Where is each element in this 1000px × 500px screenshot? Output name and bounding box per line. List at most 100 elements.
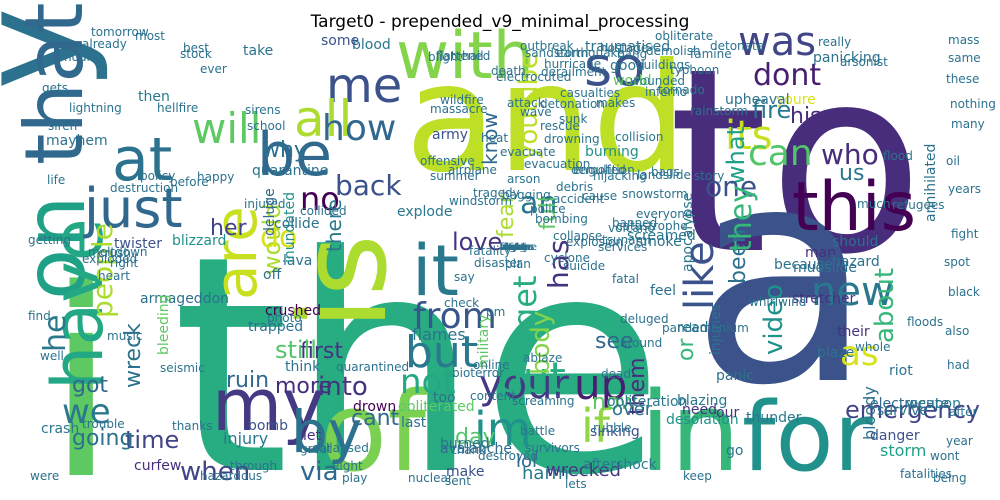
word-already: already: [82, 37, 127, 51]
word-before: before: [170, 175, 209, 189]
word-then: then: [138, 89, 170, 105]
word-armageddon: armageddon: [140, 291, 229, 307]
word-cause: cause: [582, 189, 617, 203]
word-battle: battle: [520, 424, 555, 438]
word-nothing: nothing: [950, 97, 996, 111]
word-keep: keep: [683, 469, 712, 483]
word-man: man: [805, 245, 836, 261]
word-apocalypse: apocalypse: [680, 193, 696, 272]
word-back: back: [335, 169, 402, 202]
word-your: your: [479, 362, 569, 408]
word-sirens: sirens: [245, 103, 281, 117]
word-around: around: [620, 336, 662, 350]
word-storm: storm: [880, 441, 926, 460]
word-emergency: emergency: [845, 396, 980, 424]
word-after: after: [949, 405, 977, 419]
word-bloody: bloody: [860, 386, 879, 440]
word-fire: fire: [752, 96, 791, 124]
word-to: to: [668, 14, 924, 311]
word-accident: accident: [553, 192, 604, 206]
word-whirlwind: whirlwind: [749, 295, 806, 309]
word-there: there: [322, 199, 346, 252]
word-still: still: [275, 336, 317, 364]
word-near: near: [500, 242, 524, 253]
word-its: its: [725, 113, 773, 159]
word-bioterror: bioterror: [452, 366, 504, 380]
word-why: why: [262, 138, 307, 163]
word-detonation: detonation: [540, 97, 605, 111]
word-curfew: curfew: [134, 458, 181, 474]
word-rubble: rubble: [593, 421, 632, 435]
word-drown: drown: [353, 399, 396, 415]
word-us: us: [839, 161, 864, 186]
word-mayhem: mayhem: [46, 133, 108, 149]
word-the: the: [172, 192, 664, 500]
word-also: also: [945, 324, 969, 338]
word-like: like: [677, 241, 723, 310]
word-were: were: [30, 469, 59, 483]
word-it: it: [412, 230, 459, 312]
word-free: free: [500, 242, 520, 253]
word-shit: shit: [500, 242, 518, 253]
word-fight: fight: [951, 227, 979, 241]
word-electrocute: electrocute: [870, 396, 949, 412]
word-cant: cant: [351, 406, 400, 431]
word-refugees: refugees: [892, 198, 945, 212]
word-is: is: [275, 234, 414, 330]
word-death: death: [491, 64, 526, 78]
word-under: under: [500, 242, 530, 253]
word-new: new: [811, 269, 894, 315]
word-rescue: rescue: [540, 119, 580, 133]
word-let: let: [303, 428, 322, 444]
word-story: story: [694, 169, 724, 183]
word-blaze: blaze: [817, 345, 854, 361]
word-obliterate: obliterate: [655, 29, 713, 43]
word-a: a: [690, 102, 874, 451]
word-obliteration: obliteration: [607, 394, 688, 410]
word-ok: ok: [500, 242, 512, 253]
word-volcano: volcano: [608, 221, 655, 235]
word-right: right: [110, 256, 138, 270]
word-too: too: [433, 390, 456, 406]
word-cyclone: cyclone: [544, 251, 590, 265]
word-house: house: [500, 242, 530, 253]
word-exploded: exploded: [82, 252, 137, 266]
word-via: via: [500, 242, 515, 253]
word-stretcher: stretcher: [792, 291, 856, 307]
word-evacuate: evacuate: [500, 145, 555, 159]
word-our: our: [716, 405, 739, 421]
word-lightning: lightning: [69, 101, 122, 115]
word-banned: banned: [612, 216, 657, 230]
word-good: good: [610, 58, 645, 74]
word-sent: sent: [445, 474, 471, 488]
word-wreck: wreck: [121, 323, 146, 388]
word-explode: explode: [397, 204, 453, 220]
word-but: but: [405, 327, 478, 378]
word-nuclear: nuclear: [408, 471, 453, 485]
word-blizzard: blizzard: [172, 233, 226, 249]
word-same: same: [948, 51, 981, 65]
word-they: they: [724, 185, 759, 252]
word-lava: lava: [283, 253, 312, 269]
word-annihilated: annihilated: [923, 144, 939, 222]
word-dont: dont: [753, 58, 821, 93]
word-does: does: [500, 242, 524, 253]
word-desolation: desolation: [666, 412, 739, 428]
word-arsonist: arsonist: [840, 55, 888, 69]
word-panic: panic: [716, 368, 754, 384]
word-if: if: [581, 399, 612, 453]
word-know: know: [478, 112, 502, 165]
word-hail: hail: [462, 49, 484, 63]
word-i: i: [45, 235, 117, 500]
word-was: was: [738, 19, 816, 65]
word-see: see: [595, 329, 634, 354]
word-gets: gets: [42, 81, 68, 95]
word-hazardous: hazardous: [200, 469, 262, 483]
word-go: go: [726, 443, 743, 459]
word-whole: whole: [855, 340, 890, 354]
word-years: years: [948, 182, 981, 196]
word-out: out: [497, 353, 566, 402]
word-massacre: massacre: [430, 102, 488, 116]
word-heat: heat: [481, 131, 508, 145]
